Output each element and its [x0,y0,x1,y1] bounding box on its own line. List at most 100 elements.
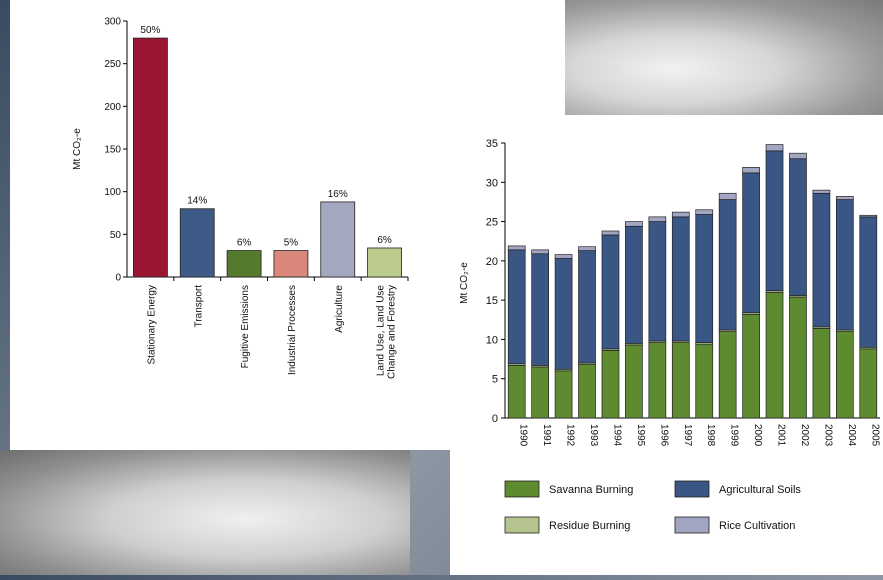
bar-segment-savanna-burning [671,342,690,419]
bar-segment-agricultural-soils [578,250,596,364]
x-tick-label: 1996 [658,424,669,447]
x-tick-label: 2004 [846,424,857,447]
legend-swatch-residue-burning [504,516,540,534]
data-label: 6% [377,235,392,246]
x-tick-label: 1995 [635,424,646,447]
y-tick-label: 100 [104,187,121,198]
bar-segment-agricultural-soils [812,192,831,328]
bar-segment-savanna-burning [625,344,643,419]
legend-label: Rice Cultivation [719,520,795,532]
bar-segment-rice-cultivation [835,196,854,200]
x-tick-label-line: Industrial Processes [287,285,298,375]
sector-emissions-chart: 0 50 100 150 200 250 300 Mt CO₂-e 50% Stationary … [72,17,409,379]
bar-segment-agricultural-soils [835,199,854,331]
bar-segment-savanna-burning [765,291,784,419]
x-tick-label-line: Stationary Energy [146,285,157,365]
y-tick-label: 30 [486,177,498,189]
bar-segment-agricultural-soils [507,249,526,365]
bar-segment-rice-cultivation [578,246,596,251]
x-tick-label: 1999 [729,424,740,447]
y-tick-label: 5 [492,374,498,386]
bar-segment-agricultural-soils [695,214,714,343]
bar-segment-agricultural-soils [671,216,690,342]
x-tick-label: 1991 [541,424,552,447]
bar-segment-agricultural-soils [765,150,784,292]
bar-segment-savanna-burning [531,366,550,419]
cloud-photo-bottom [0,450,410,575]
bar-segment-rice-cultivation [507,245,526,251]
bar-transport [179,208,215,278]
bar-segment-savanna-burning [578,364,596,419]
y-axis-title: Mt CO₂-e [459,262,470,304]
agriculture-emissions-chart: 0 5 10 15 20 25 30 35 Mt CO₂-e 1990 1991 1992 1993 19… [459,138,880,534]
bar-segment-agricultural-soils [742,172,760,314]
data-label: 16% [328,189,348,200]
legend-label: Agricultural Soils [719,484,801,496]
bar-segment-rice-cultivation [554,254,573,259]
bar-segment-rice-cultivation [742,167,760,174]
bar-segment-rice-cultivation [625,221,643,227]
y-tick-label: 25 [486,217,498,229]
legend-swatch-agricultural-soils [674,480,710,498]
bar-segment-rice-cultivation [789,152,807,160]
bar-segment-agricultural-soils [859,216,878,348]
bar-segment-savanna-burning [742,313,760,419]
y-tick-label: 15 [486,295,498,307]
x-tick-label: 1992 [565,424,576,447]
bar-segment-savanna-burning [695,343,714,419]
x-tick-label: 2005 [869,424,880,447]
x-tick-label: Industrial Processes [287,285,298,375]
bar-segment-savanna-burning [718,331,737,419]
y-tick-label: 150 [104,145,121,156]
x-tick-label-line: Fugitive Emissions [240,285,251,368]
x-tick-label: 2000 [752,424,763,447]
x-tick-label: 1990 [518,424,529,447]
bar-segment-savanna-burning [859,348,878,419]
bar-segment-rice-cultivation [601,230,620,236]
bar-segment-savanna-burning [507,365,526,419]
bar-segment-rice-cultivation [531,249,550,255]
legend-label: Residue Burning [549,520,630,532]
x-tick-label: 2003 [822,424,833,447]
bar-agriculture [320,201,356,278]
y-tick-label: 35 [486,138,498,150]
bar-segment-agricultural-soils [601,234,620,350]
x-tick-label-line: Agriculture [334,285,345,333]
bar-industrial-processes [273,250,309,278]
bar-fugitive-emissions [226,250,262,278]
y-tick-label: 20 [486,256,498,268]
x-tick-label-line: Land Use, Land Use [376,285,387,377]
x-tick-label: 1997 [682,424,693,447]
bar-segment-savanna-burning [648,342,667,419]
x-tick-label: Transport [193,285,204,328]
bar-segment-savanna-burning [812,328,831,419]
bar-land-use-land-use-change-and-forestry [367,247,402,278]
y-axis-title: Mt CO₂-e [72,128,83,170]
x-tick-label: 1994 [611,424,622,447]
bar-segment-rice-cultivation [695,209,714,215]
legend-swatch-rice-cultivation [674,516,710,534]
x-tick-label: Fugitive Emissions [240,285,251,368]
legend-swatch-savanna-burning [504,480,540,498]
x-tick-label: 1993 [588,424,599,447]
x-tick-label: Agriculture [334,285,345,333]
y-tick-label: 250 [104,59,121,70]
cloud-photo-top [563,0,883,115]
bar-segment-agricultural-soils [625,225,643,344]
y-tick-label: 300 [104,17,121,28]
bar-segment-savanna-burning [601,350,620,419]
y-tick-label: 50 [110,230,122,241]
bar-segment-rice-cultivation [718,192,737,200]
bar-segment-agricultural-soils [554,258,573,370]
bar-segment-agricultural-soils [718,199,737,331]
y-tick-label: 10 [486,334,498,346]
legend-label: Savanna Burning [549,484,633,496]
x-tick-label: 2001 [776,424,787,447]
y-tick-label: 0 [115,273,121,284]
data-label: 6% [237,238,252,249]
x-tick-label-line: Change and Forestry [387,285,398,379]
agriculture-emissions-panel: 0 5 10 15 20 25 30 35 Mt CO₂-e 1990 1991 1992 1993 19… [450,115,883,575]
x-tick-label: Stationary Energy [146,285,157,365]
bar-segment-savanna-burning [835,331,854,419]
bar-segment-rice-cultivation [648,216,667,222]
